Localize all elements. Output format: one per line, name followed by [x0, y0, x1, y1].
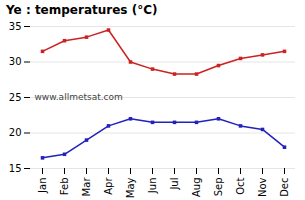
svg-text:Aug: Aug: [191, 178, 202, 198]
svg-text:15: 15: [9, 163, 22, 174]
svg-text:Jun: Jun: [147, 178, 158, 195]
svg-text:Oct: Oct: [235, 177, 246, 194]
svg-text:Apr: Apr: [103, 177, 114, 195]
svg-text:www.allmetsat.com: www.allmetsat.com: [35, 92, 123, 102]
svg-text:Mar: Mar: [81, 177, 92, 197]
svg-text:20: 20: [9, 127, 22, 138]
svg-text:Jul: Jul: [169, 178, 180, 191]
svg-text:Nov: Nov: [257, 177, 268, 197]
svg-text:25: 25: [9, 92, 22, 103]
svg-text:35: 35: [9, 21, 22, 32]
svg-text:Feb: Feb: [59, 178, 70, 196]
svg-text:Jan: Jan: [37, 178, 48, 194]
svg-text:May: May: [125, 177, 136, 198]
html-text:Ye : temperatures (°C): Ye : temperatures (°C): [6, 3, 158, 17]
svg-text:30: 30: [9, 56, 22, 67]
svg-text:Dec: Dec: [279, 178, 290, 197]
svg-text:Sep: Sep: [213, 178, 224, 197]
